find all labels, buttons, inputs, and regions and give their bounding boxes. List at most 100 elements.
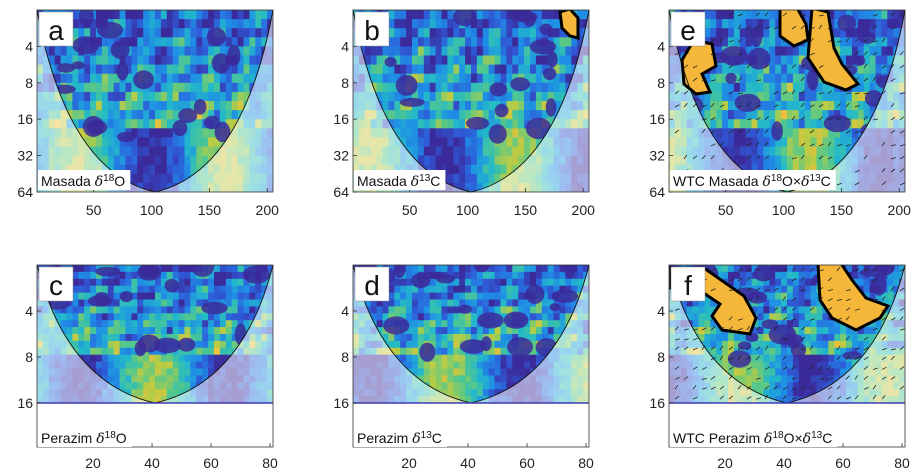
heatmap-cell xyxy=(364,55,372,66)
heatmap-cell xyxy=(155,64,162,75)
heatmap-cell xyxy=(267,64,273,75)
heatmap-cell xyxy=(482,19,490,29)
heatmap-cell xyxy=(828,137,835,148)
heatmap-cell xyxy=(524,46,531,57)
heatmap-cell xyxy=(394,10,401,20)
heatmap-cell xyxy=(583,128,589,138)
heatmap-cell xyxy=(353,146,360,157)
heatmap-cell xyxy=(710,82,717,93)
heatmap-cell xyxy=(798,46,806,57)
heatmap-cell xyxy=(816,164,823,175)
heatmap-cell xyxy=(577,91,584,102)
heatmap-cell xyxy=(42,64,50,75)
heatmap-cell xyxy=(857,46,865,57)
heatmap-cell xyxy=(674,128,682,138)
heatmap-cell xyxy=(243,91,250,102)
heatmap-cell xyxy=(155,91,162,102)
heatmap-cell xyxy=(119,164,127,175)
heatmap-cell xyxy=(388,128,395,138)
heatmap-cell xyxy=(869,10,877,20)
heatmap-cell xyxy=(370,46,378,57)
heatmap-cell xyxy=(751,73,759,84)
heatmap-cell xyxy=(400,10,407,20)
heatmap-cell xyxy=(137,119,144,129)
heatmap-cell xyxy=(441,73,448,84)
heatmap-cell xyxy=(364,46,372,57)
heatmap-cell xyxy=(149,173,156,184)
heatmap-cell xyxy=(412,110,419,120)
heatmap-cell xyxy=(787,137,794,148)
heatmap-cell xyxy=(559,55,566,66)
heatmap-cell xyxy=(202,64,209,75)
heatmap-cell xyxy=(101,91,109,102)
y-tick-label: 16 xyxy=(17,111,33,127)
heatmap-cell xyxy=(96,10,103,20)
heatmap-cell xyxy=(846,37,853,47)
heatmap-cell xyxy=(447,110,454,120)
heatmap-cell xyxy=(155,173,162,184)
heatmap-cell xyxy=(541,55,549,66)
heatmap-cell xyxy=(435,10,443,20)
heatmap-cell xyxy=(840,164,847,175)
heatmap-cell xyxy=(775,28,782,38)
heatmap-cell xyxy=(255,128,262,138)
heatmap-cell xyxy=(476,146,484,157)
heatmap-cell xyxy=(107,73,115,84)
heatmap-cell xyxy=(893,182,900,192)
heatmap-cell xyxy=(48,128,56,138)
heatmap-cell xyxy=(149,64,156,75)
heatmap-cell xyxy=(54,55,62,66)
heatmap-cell xyxy=(423,146,431,157)
heatmap-cell xyxy=(358,155,366,166)
heatmap-cell xyxy=(400,28,407,38)
low-power-region xyxy=(206,27,226,47)
heatmap-cell xyxy=(196,10,203,20)
heatmap-cell xyxy=(775,110,782,120)
heatmap-cell xyxy=(219,73,227,84)
heatmap-cell xyxy=(506,119,513,129)
heatmap-cell xyxy=(166,46,174,57)
heatmap-cell xyxy=(541,101,549,111)
heatmap-cell xyxy=(219,137,227,148)
heatmap-cell xyxy=(429,164,437,175)
heatmap-cell xyxy=(48,82,56,93)
heatmap-cell xyxy=(722,110,729,120)
heatmap-cell xyxy=(733,146,741,157)
phase-arrow xyxy=(701,155,706,160)
heatmap-cell xyxy=(202,173,209,184)
heatmap-cell xyxy=(535,155,543,166)
heatmap-cell xyxy=(553,73,561,84)
heatmap-cell xyxy=(893,37,900,47)
heatmap-cell xyxy=(225,155,233,166)
heatmap-cell xyxy=(267,110,273,120)
heatmap-cell xyxy=(119,137,127,148)
heatmap-cell xyxy=(781,46,788,57)
heatmap-cell xyxy=(571,164,578,175)
heatmap-cell xyxy=(90,91,97,102)
heatmap-cell xyxy=(417,155,425,166)
heatmap-cell xyxy=(565,128,572,138)
low-power-region xyxy=(227,44,241,67)
heatmap-cell xyxy=(249,46,256,57)
heatmap-cell xyxy=(857,119,865,129)
heatmap-cell xyxy=(728,10,735,20)
low-power-region xyxy=(399,97,425,107)
heatmap-cell xyxy=(728,155,735,166)
heatmap-cell xyxy=(893,28,900,38)
heatmap-cell xyxy=(553,82,561,93)
heatmap-cell xyxy=(249,101,256,111)
heatmap-cell xyxy=(394,137,401,148)
heatmap-cell xyxy=(96,146,103,157)
phase-arrow xyxy=(710,116,716,121)
heatmap-cell xyxy=(78,119,85,129)
heatmap-cell xyxy=(834,146,841,157)
heatmap-cell xyxy=(160,10,168,20)
heatmap-cell xyxy=(178,46,186,57)
heatmap-cell xyxy=(394,155,401,166)
heatmap-cell xyxy=(166,164,174,175)
heatmap-cell xyxy=(792,101,800,111)
heatmap-cell xyxy=(887,28,894,38)
heatmap-cell xyxy=(733,128,741,138)
heatmap-cell xyxy=(680,82,688,93)
heatmap-cell xyxy=(101,73,109,84)
